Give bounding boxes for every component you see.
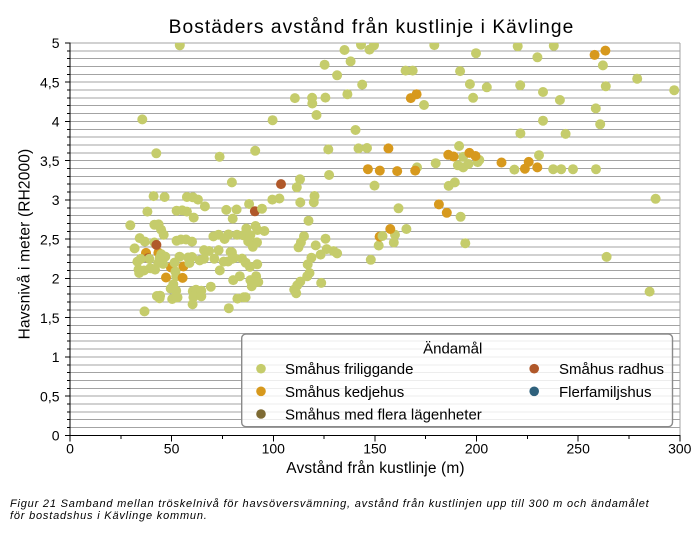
svg-text:4,5: 4,5 xyxy=(40,74,60,90)
svg-text:Småhus friliggande: Småhus friliggande xyxy=(285,361,413,378)
svg-text:för bostadshus i Kävlinge komm: för bostadshus i Kävlinge kommun. xyxy=(10,510,208,522)
svg-text:50: 50 xyxy=(164,440,180,456)
svg-text:150: 150 xyxy=(363,440,387,456)
svg-text:0: 0 xyxy=(52,428,60,444)
svg-text:Småhus kedjehus: Småhus kedjehus xyxy=(285,384,404,401)
svg-text:3: 3 xyxy=(52,192,60,208)
svg-text:Havsnivå i meter (RH2000): Havsnivå i meter (RH2000) xyxy=(17,149,34,340)
svg-text:3,5: 3,5 xyxy=(40,153,60,169)
svg-text:Flerfamiljshus: Flerfamiljshus xyxy=(559,384,652,401)
svg-text:Bostäders avstånd från kustlin: Bostäders avstånd från kustlinje i Kävli… xyxy=(169,17,575,38)
svg-text:1: 1 xyxy=(52,349,60,365)
svg-text:200: 200 xyxy=(465,440,489,456)
svg-text:0: 0 xyxy=(66,440,74,456)
svg-text:5: 5 xyxy=(52,35,60,51)
svg-text:2: 2 xyxy=(52,271,60,287)
svg-text:Småhus med flera lägenheter: Småhus med flera lägenheter xyxy=(285,407,482,424)
svg-text:Småhus radhus: Småhus radhus xyxy=(559,361,664,378)
svg-text:300: 300 xyxy=(668,440,692,456)
svg-text:Ändamål: Ändamål xyxy=(423,341,482,358)
svg-text:Figur 21 Samband mellan tröske: Figur 21 Samband mellan tröskelnivå för … xyxy=(10,498,650,510)
svg-text:0,5: 0,5 xyxy=(40,388,60,404)
svg-text:250: 250 xyxy=(567,440,591,456)
svg-text:100: 100 xyxy=(262,440,286,456)
svg-text:4: 4 xyxy=(52,114,60,130)
svg-text:1,5: 1,5 xyxy=(40,310,60,326)
svg-text:2,5: 2,5 xyxy=(40,231,60,247)
svg-text:Avstånd från kustlinje (m): Avstånd från kustlinje (m) xyxy=(286,460,465,477)
